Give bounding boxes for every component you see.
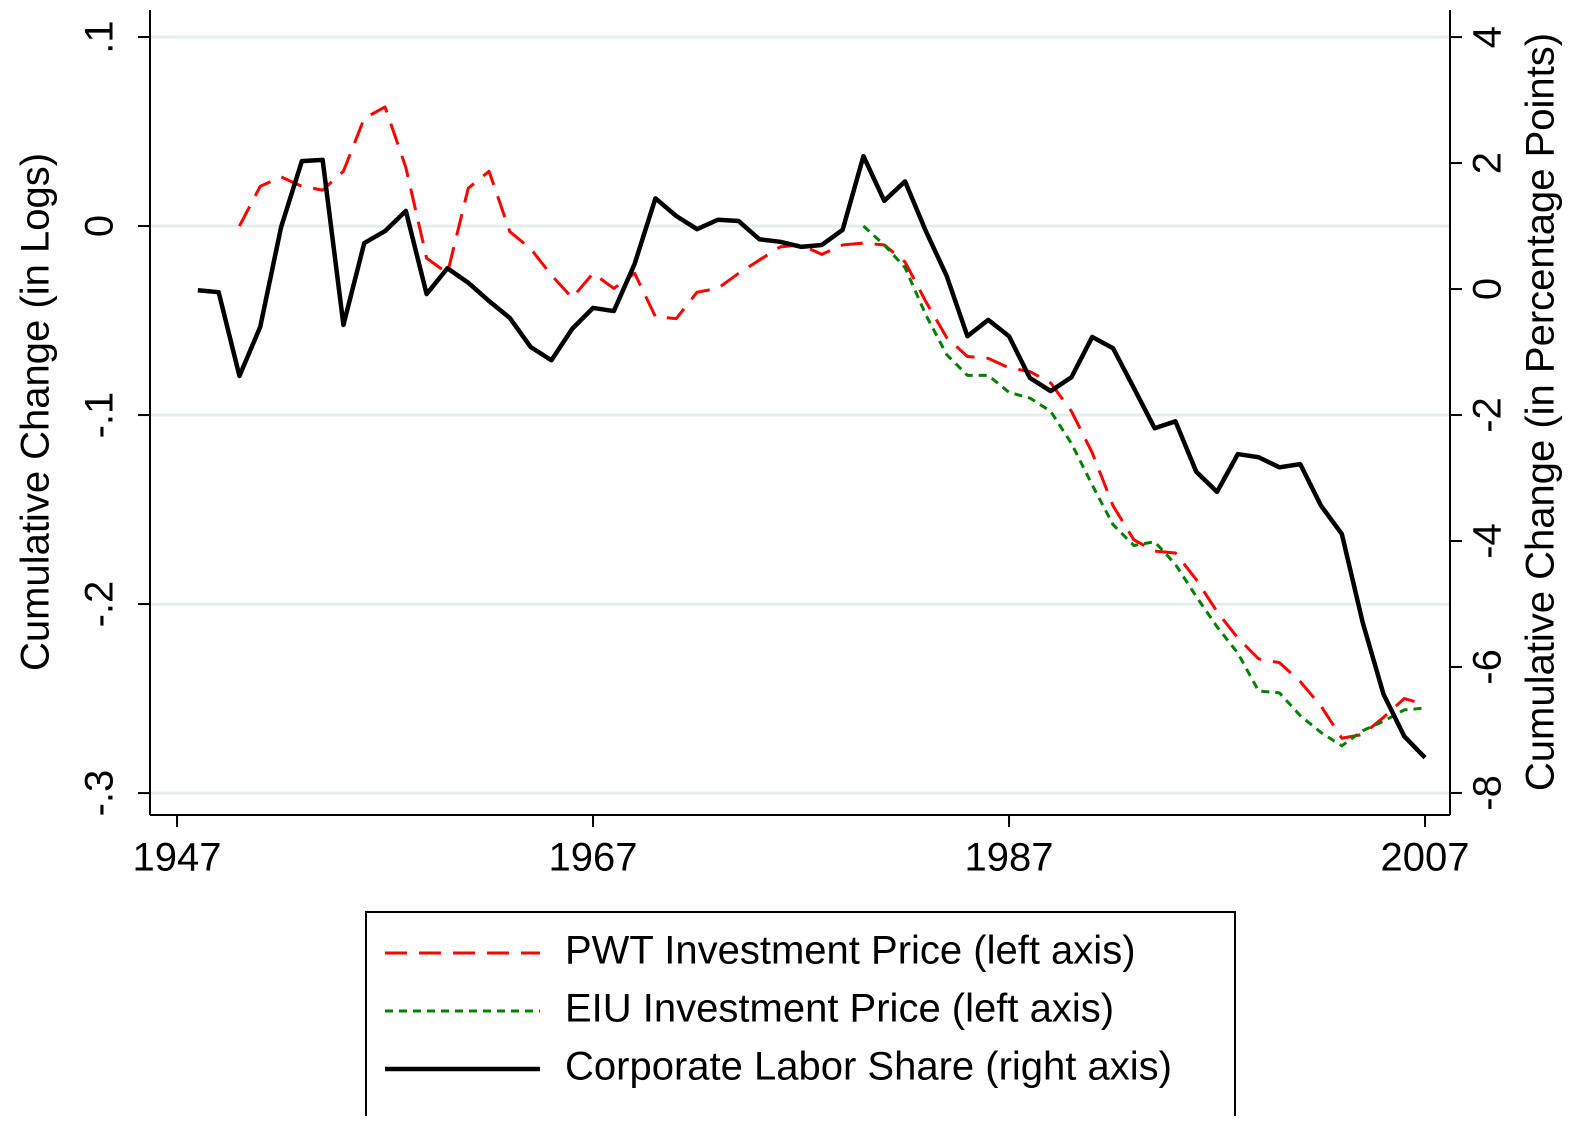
x-tick-label: 1947 — [133, 836, 222, 880]
y2-tick-label: 4 — [1466, 26, 1510, 48]
y-axis-title: Cumulative Change (in Logs) — [14, 153, 58, 671]
y2-tick-label: -6 — [1466, 649, 1510, 685]
y-tick-label: -.1 — [78, 392, 122, 439]
y-tick-label: .1 — [78, 20, 122, 53]
y2-tick-label: 0 — [1466, 278, 1510, 300]
x-tick-label: 1967 — [549, 836, 638, 880]
y2-tick-label: -4 — [1466, 523, 1510, 559]
y-tick-label: -.2 — [78, 581, 122, 628]
y-tick-label: -.3 — [78, 770, 122, 817]
legend-label: Corporate Labor Share (right axis) — [565, 1045, 1172, 1089]
y2-tick-label: 2 — [1466, 152, 1510, 174]
x-tick-label: 1987 — [965, 836, 1054, 880]
series-line — [238, 105, 1426, 740]
y-tick-label: 0 — [78, 215, 122, 237]
series-line — [197, 153, 1427, 760]
series-line — [862, 224, 1426, 748]
x-tick-label: 2007 — [1381, 836, 1470, 880]
y2-tick-label: -8 — [1466, 775, 1510, 811]
y2-axis-title: Cumulative Change (in Percentage Points) — [1519, 33, 1563, 791]
legend-box — [365, 911, 1236, 1121]
legend-label: PWT Investment Price (left axis) — [565, 929, 1136, 973]
y2-tick-label: -2 — [1466, 397, 1510, 433]
legend-label: EIU Investment Price (left axis) — [565, 987, 1114, 1031]
